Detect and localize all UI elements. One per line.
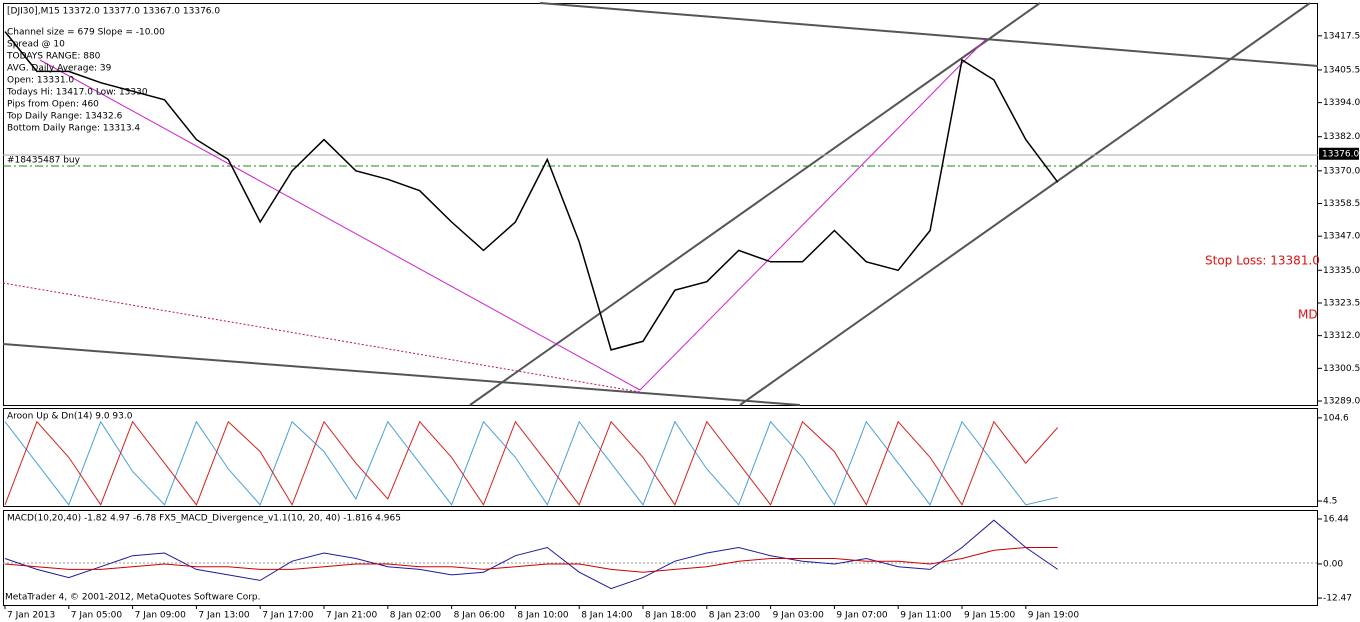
x-tick-label: 7 Jan 09:00 (135, 611, 187, 621)
x-tick-label: 7 Jan 13:00 (198, 611, 250, 621)
last-price-label: 13376.0 (1322, 149, 1359, 159)
info-line: Todays Hi: 13417.0 Low: 13330 (6, 88, 148, 98)
series-line (4, 31, 1059, 351)
info-line: Pips from Open: 460 (7, 100, 99, 110)
info-line: Channel size = 679 Slope = -10.00 (7, 28, 165, 38)
x-tick-label: 9 Jan 11:00 (900, 611, 952, 621)
channel-line (469, 2, 1041, 406)
info-line: Open: 13331.0 (7, 76, 74, 86)
panel-title: MACD(10,20,40) -1.82 4.97 -6.78 FX5_MACD… (7, 514, 401, 524)
x-tick-label: 7 Jan 21:00 (326, 611, 378, 621)
series-line (4, 420, 1058, 506)
y-tick-label: 13370.0 (1323, 166, 1360, 176)
last-price-box (1319, 147, 1359, 160)
y-tick-label: 13382.0 (1323, 132, 1360, 142)
footer: MetaTrader 4, © 2001-2012, MetaQuotes So… (5, 593, 261, 603)
aroon-panel (3, 408, 1318, 507)
y-tick-label: 13289.0 (1323, 397, 1360, 407)
channel-line (539, 2, 1319, 67)
series-line (4, 519, 1058, 590)
price-panel (3, 3, 1318, 406)
x-tick-label: 9 Jan 07:00 (836, 611, 888, 621)
annotation: MD (1298, 308, 1318, 322)
x-tick-label: 7 Jan 17:00 (262, 611, 314, 621)
y-tick-label: 13347.0 (1323, 232, 1360, 242)
info-line: AVG. Daily Average: 39 (7, 64, 112, 74)
info-line: Top Daily Range: 13432.6 (6, 112, 123, 122)
x-tick-label: 9 Jan 03:00 (773, 611, 825, 621)
series-line (4, 420, 1059, 506)
y-tick-label: 4.5 (1323, 497, 1337, 507)
y-tick-label: 16.44 (1323, 514, 1349, 524)
y-tick-label: -12.47 (1323, 594, 1352, 604)
y-tick-label: 13394.0 (1323, 98, 1360, 108)
y-tick-label: 0.00 (1323, 559, 1343, 569)
series-line (4, 547, 1058, 573)
x-tick-label: 8 Jan 10:00 (517, 611, 569, 621)
channel-line (2, 343, 801, 406)
y-tick-label: 13405.5 (1323, 65, 1360, 75)
annotation: #18435487 buy (7, 156, 81, 166)
y-tick-label: 13358.5 (1323, 199, 1360, 209)
x-tick-label: 7 Jan 05:00 (71, 611, 123, 621)
y-tick-label: 13312.0 (1323, 331, 1360, 341)
panel-title: [DJI30],M15 13372.0 13377.0 13367.0 1337… (7, 7, 220, 17)
panel-title: Aroon Up & Dn(14) 9.0 93.0 (7, 412, 133, 422)
x-tick-label: 8 Jan 23:00 (709, 611, 761, 621)
x-tick-label: 7 Jan 2013 (7, 611, 55, 621)
y-tick-label: 13300.5 (1323, 364, 1360, 374)
macd-panel (3, 510, 1318, 606)
trend-line (639, 39, 986, 391)
x-tick-label: 8 Jan 18:00 (645, 611, 697, 621)
x-tick-label: 8 Jan 06:00 (454, 611, 506, 621)
x-tick-label: 9 Jan 19:00 (1028, 611, 1080, 621)
x-tick-label: 8 Jan 02:00 (390, 611, 442, 621)
trend-line (39, 59, 641, 391)
x-tick-label: 9 Jan 15:00 (964, 611, 1016, 621)
y-tick-label: 13417.5 (1323, 31, 1360, 41)
info-line: Bottom Daily Range: 13313.4 (7, 124, 140, 134)
info-line: TODAYS RANGE: 880 (6, 52, 101, 62)
y-tick-label: 13335.0 (1323, 266, 1360, 276)
y-tick-label: 13323.5 (1323, 298, 1360, 308)
y-tick-label: 104.6 (1323, 413, 1349, 423)
annotation: Stop Loss: 13381.0 (1205, 254, 1320, 268)
info-line: Spread @ 10 (7, 40, 65, 50)
x-tick-label: 8 Jan 14:00 (581, 611, 633, 621)
channel-line (739, 2, 1311, 406)
